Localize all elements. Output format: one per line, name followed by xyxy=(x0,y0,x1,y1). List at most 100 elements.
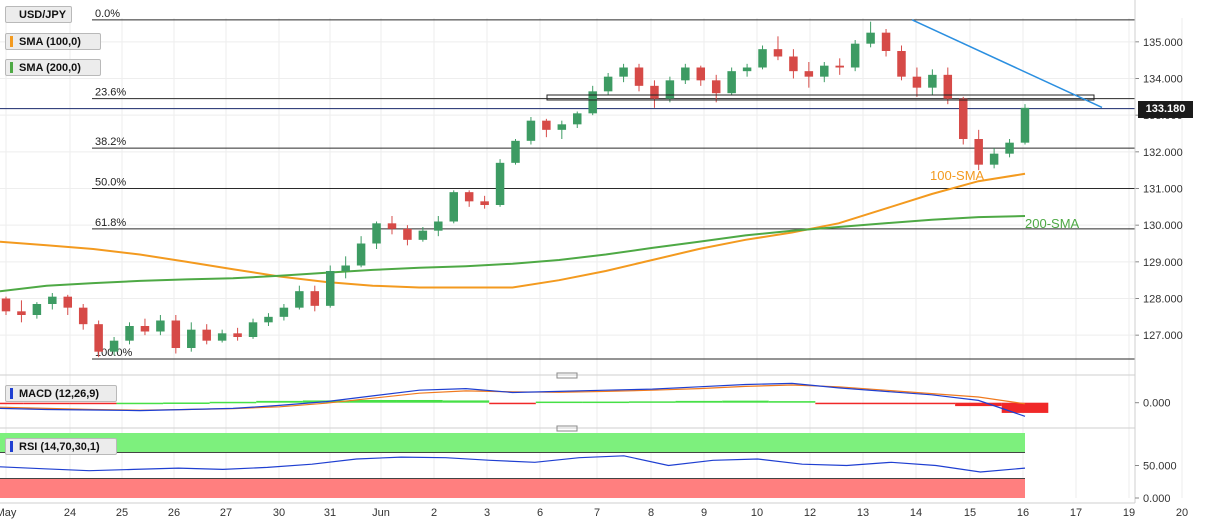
sma200-annotation: 200-SMA xyxy=(1025,216,1080,231)
candle-body xyxy=(171,320,181,348)
macd-tick-label: 0.000 xyxy=(1143,398,1171,410)
fib-label: 50.0% xyxy=(95,177,126,189)
candle-body xyxy=(866,32,875,44)
macd-histogram-bar xyxy=(535,401,583,404)
candle-body xyxy=(773,49,783,57)
macd-legend[interactable]: MACD (12,26,9) xyxy=(5,385,117,402)
candle-body xyxy=(140,326,150,332)
rsi-legend[interactable]: RSI (14,70,30,1) xyxy=(5,438,117,455)
sma200-legend[interactable]: SMA (200,0) xyxy=(5,59,101,76)
candle-body xyxy=(264,316,273,323)
candles xyxy=(1,21,1030,358)
x-tick-label: 10 xyxy=(751,507,763,519)
sma100-legend-label: SMA (100,0) xyxy=(19,36,81,48)
sma100-line xyxy=(0,172,1026,289)
sma100-legend[interactable]: SMA (100,0) xyxy=(5,33,101,50)
candle-body xyxy=(557,124,567,130)
macd-histogram-bar xyxy=(396,399,443,403)
candle-body xyxy=(526,120,536,141)
candle-body xyxy=(943,74,953,99)
macd-line xyxy=(0,382,1026,417)
fib-label: 38.2% xyxy=(95,136,126,148)
candle-body xyxy=(32,304,42,315)
symbol-tag[interactable]: USD/JPY xyxy=(5,6,72,23)
macd-histogram-bar xyxy=(69,402,117,405)
candle-body xyxy=(711,80,721,94)
x-tick-label: 19 xyxy=(1123,507,1135,519)
candle-body xyxy=(650,85,659,99)
y-tick-label: 127.000 xyxy=(1143,330,1183,342)
fibonacci-levels: 0.0%23.6%38.2%50.0%61.8%100.0% xyxy=(0,8,1135,360)
macd-histogram-bar xyxy=(489,402,536,405)
macd-histogram-bar xyxy=(861,402,909,405)
sma100-annotation: 100-SMA xyxy=(930,168,985,183)
panel-resize-handle xyxy=(556,372,578,379)
candle-body xyxy=(820,65,829,77)
macd-histogram-bar xyxy=(256,400,303,403)
y-tick-label: 128.000 xyxy=(1143,294,1183,306)
overlays xyxy=(546,19,1103,109)
x-tick-label: 31 xyxy=(324,507,336,519)
rsi-overbought-zone xyxy=(0,433,1025,453)
candle-body xyxy=(341,265,350,271)
candle-body xyxy=(989,153,999,165)
rsi-tick-label: 0.000 xyxy=(1143,493,1171,505)
candle-body xyxy=(125,326,134,341)
x-tick-label: 2 xyxy=(431,507,437,519)
y-tick-label: 135.000 xyxy=(1143,37,1183,49)
candle-body xyxy=(356,243,366,266)
x-tick-label: 9 xyxy=(701,507,707,519)
candle-body xyxy=(634,67,644,86)
candle-body xyxy=(974,139,983,165)
x-tick-label: 26 xyxy=(168,507,180,519)
macd-histogram-bar xyxy=(675,400,723,403)
macd-legend-label: MACD (12,26,9) xyxy=(19,388,100,400)
grid-layer xyxy=(0,18,1183,498)
x-tick-label: 8 xyxy=(648,507,654,519)
x-tick-label: 13 xyxy=(857,507,869,519)
y-tick-label: 131.000 xyxy=(1143,184,1183,196)
fib-label: 23.6% xyxy=(95,87,126,99)
candle-body xyxy=(928,74,937,88)
candle-body xyxy=(850,43,860,68)
candle-body xyxy=(94,324,103,352)
rsi-legend-label: RSI (14,70,30,1) xyxy=(19,441,100,453)
candle-body xyxy=(665,80,675,99)
macd-histogram-bar xyxy=(722,400,769,403)
y-tick-label: 132.000 xyxy=(1143,147,1183,159)
macd-histogram-bar xyxy=(163,402,210,404)
y-tick-label: 129.000 xyxy=(1143,257,1183,269)
macd-histogram-bar xyxy=(908,402,956,405)
candle-body xyxy=(310,291,320,306)
candle-body xyxy=(17,311,26,315)
candle-body xyxy=(897,51,906,77)
candle-body xyxy=(1005,142,1014,154)
x-tick-label: 27 xyxy=(220,507,232,519)
x-tick-label: 30 xyxy=(273,507,285,519)
macd-panel xyxy=(0,382,1049,417)
candle-body xyxy=(156,320,165,332)
candle-body xyxy=(912,76,922,88)
candle-body xyxy=(295,291,304,308)
macd-histogram-bar xyxy=(23,402,70,405)
macd-histogram-bar xyxy=(628,401,676,403)
x-tick-label: May xyxy=(0,507,17,519)
candle-body xyxy=(248,322,258,337)
candle-body xyxy=(449,192,458,222)
x-tick-label: 17 xyxy=(1070,507,1082,519)
sma100-swatch xyxy=(10,36,13,47)
rsi-tick-label: 50.000 xyxy=(1143,461,1177,473)
x-tick-label: 20 xyxy=(1176,507,1188,519)
candle-body xyxy=(48,296,57,304)
rsi-oversold-zone xyxy=(0,478,1025,498)
candle-body xyxy=(480,201,489,205)
candle-body xyxy=(78,307,88,325)
candle-body xyxy=(187,329,196,348)
trendline xyxy=(911,19,1103,109)
candle-body xyxy=(619,67,628,77)
candle-body xyxy=(804,71,814,77)
macd-swatch xyxy=(10,388,13,399)
candle-body xyxy=(1,298,11,312)
candle-body xyxy=(403,228,412,240)
macd-histogram-bar xyxy=(768,401,816,403)
